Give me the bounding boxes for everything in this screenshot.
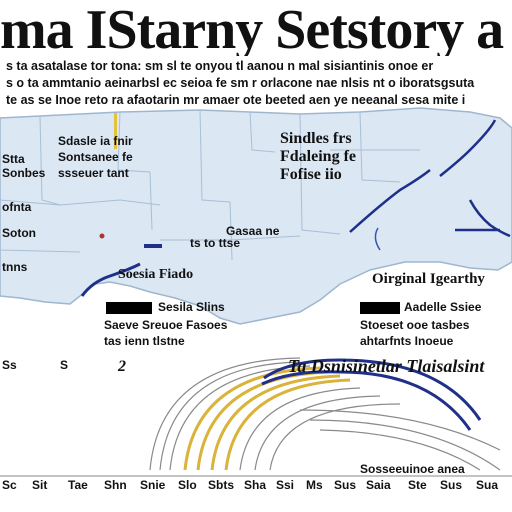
map-label: Oirginal Igearthy: [372, 271, 485, 287]
map-title: ma IStarny Setstory a: [0, 0, 504, 56]
map-label: tnns: [2, 260, 28, 274]
footer-item: Sc: [2, 478, 17, 492]
map-label: Gasaa ne: [226, 224, 280, 238]
footer-item: Tae: [68, 478, 88, 492]
map-label: ssseuer tant: [58, 166, 129, 180]
intro-line: s o ta ammtanio aeinarbsl ec seioa fe sm…: [6, 76, 475, 90]
footer-item: Ms: [306, 478, 323, 492]
footer-item: Snie: [140, 478, 166, 492]
footer-item: Sit: [32, 478, 48, 492]
footer-item: Sus: [440, 478, 463, 492]
map-label: Sdasle ia fnir: [58, 134, 133, 148]
legend-label: Sesila Slins: [158, 300, 225, 314]
map-label: Sontsanee fe: [58, 150, 133, 164]
legend-sub: ahtarfnts Inoeue: [360, 334, 454, 348]
map-label: Soesia Fiado: [118, 267, 194, 282]
map-label: Fofise iio: [280, 166, 342, 183]
footer-item: Sha: [244, 478, 267, 492]
footer-item: Sus: [334, 478, 357, 492]
intro-line: te as se Inoe reto ra afaotarin mr amaer…: [6, 93, 466, 107]
intro-text: s ta asatalase tor tona: sm sl te onyou …: [6, 58, 506, 109]
legend-sub: tas ienn tlstne: [104, 334, 185, 348]
footer-item: Sbts: [208, 478, 235, 492]
legend-sub: Stoeset ooe tasbes: [360, 318, 470, 332]
map-label: Soton: [2, 226, 36, 240]
side-mark: Ss: [2, 358, 17, 372]
legend-sub: Saeve Sreuoe Fasoes: [104, 318, 228, 332]
intro-line: s ta asatalase tor tona: sm sl te onyou …: [6, 59, 434, 73]
legend-swatch: [106, 302, 152, 314]
map-label: Fdaleing fe: [280, 148, 356, 165]
footer-item: Saia: [366, 478, 391, 492]
footer-item: Slo: [178, 478, 197, 492]
legend-label: Aadelle Ssiee: [404, 300, 482, 314]
footer-item: Sua: [476, 478, 499, 492]
side-mark: 2: [118, 358, 126, 375]
curve-caption: Ta Dsnisinetlar Tlaisalsint: [288, 356, 485, 376]
footer-item: Ste: [408, 478, 427, 492]
map-label: Stta: [2, 152, 25, 166]
map-label: Sindles frs: [280, 130, 352, 147]
marker-bar: [114, 113, 117, 149]
map-label: Sonbes: [2, 166, 46, 180]
footer-item: Shn: [104, 478, 127, 492]
city-dot: [99, 233, 105, 239]
map-label: ts to ttse: [190, 236, 241, 250]
footer-row: Sc Sit Tae Shn Snie Slo Sbts Sha Ssi Ms …: [0, 478, 512, 512]
side-mark: S: [60, 358, 69, 372]
arc-bands: [149, 357, 501, 471]
gulf-coast-line: [80, 262, 141, 297]
footer-subtitle: Sosseeuinoe anea: [360, 462, 465, 476]
east-coast-line: [349, 119, 511, 238]
footer-item: Ssi: [276, 478, 295, 492]
legend-swatch: [360, 302, 400, 314]
map-label: ofnta: [2, 200, 32, 214]
marker-small: [144, 244, 162, 248]
river: [374, 227, 381, 251]
state-borders: [0, 109, 420, 261]
